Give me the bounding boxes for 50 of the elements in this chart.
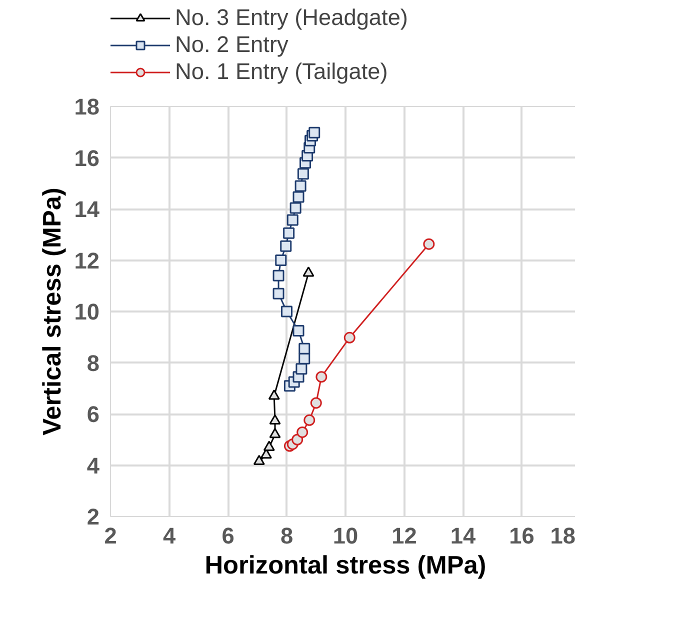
point: [275, 254, 287, 266]
point: [296, 426, 308, 438]
legend-label: No. 1 Entry (Tailgate): [175, 58, 388, 85]
point: [269, 414, 281, 425]
point: [253, 454, 265, 466]
x-tick-label: 16: [509, 522, 534, 548]
point: [272, 288, 284, 300]
point: [286, 214, 298, 226]
x-tick-label: 8: [280, 522, 294, 548]
y-tick-label: 16: [74, 144, 100, 171]
point: [308, 126, 320, 138]
point: [298, 342, 310, 354]
point: [344, 332, 356, 344]
y-tick-label: 18: [74, 94, 100, 120]
x-tick-label: 12: [392, 522, 417, 548]
point: [292, 324, 304, 336]
legend-label: No. 2 Entry: [175, 31, 288, 58]
x-tick-label: 2: [104, 522, 117, 548]
point: [304, 414, 316, 426]
y-tick-label: 10: [74, 298, 100, 324]
y-tick-label: 12: [74, 247, 100, 274]
y-tick-label: 2: [86, 504, 100, 530]
point: [302, 266, 314, 277]
point: [281, 306, 292, 318]
point: [423, 238, 435, 250]
point: [290, 202, 302, 214]
y-axis-title: Vertical stress (MPa): [38, 188, 66, 436]
y-tick-label: 14: [74, 196, 100, 222]
point: [280, 240, 292, 252]
x-tick-label: 10: [332, 522, 358, 548]
x-tick-label: 14: [450, 522, 476, 548]
point: [269, 428, 281, 438]
point: [294, 180, 306, 192]
point: [268, 390, 280, 400]
point: [316, 371, 328, 383]
point: [272, 270, 284, 282]
y-tick-label: 4: [86, 452, 100, 478]
x-tick-label: 18: [550, 522, 576, 548]
point: [283, 227, 295, 239]
legend-label: No. 3 Entry (Headgate): [175, 4, 408, 31]
x-axis-title: Horizontal stress (MPa): [204, 552, 486, 580]
point: [296, 363, 308, 375]
x-tick-label: 6: [222, 522, 234, 548]
x-tick-label: 4: [162, 522, 176, 548]
point: [297, 168, 309, 180]
point: [292, 191, 304, 203]
y-tick-label: 8: [86, 350, 100, 376]
y-tick-label: 6: [86, 401, 100, 427]
point: [310, 397, 322, 409]
point: [263, 440, 275, 451]
